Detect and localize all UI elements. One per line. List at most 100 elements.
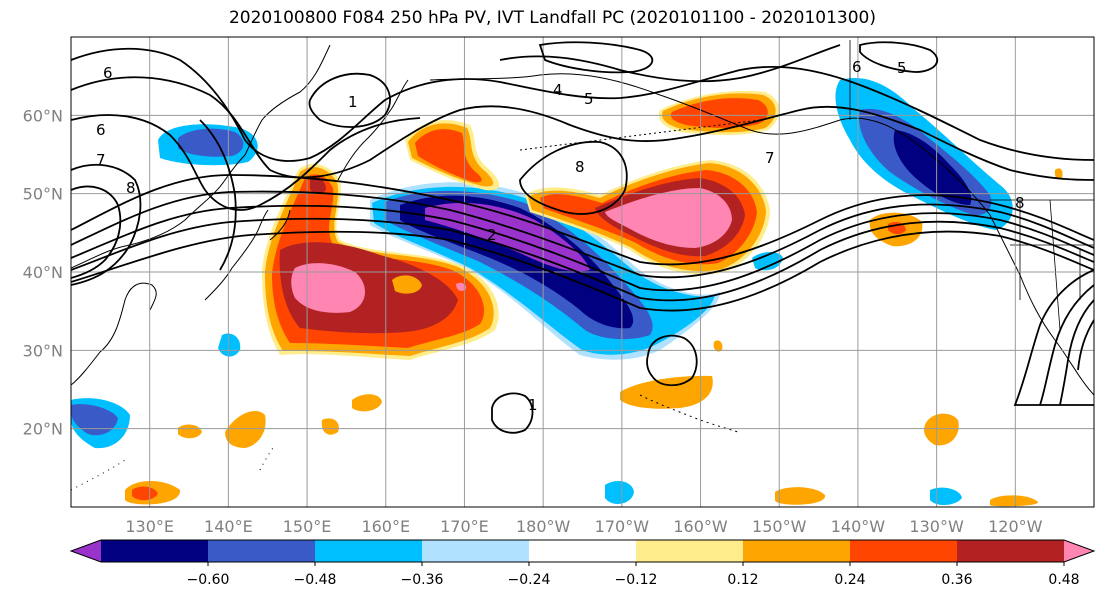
negative-anomaly-west-core [71, 404, 118, 436]
positive-anomaly-west-pacific-orange-inner [392, 275, 422, 294]
ivt-shading [71, 78, 1063, 507]
pv-contour-north-3 [71, 114, 421, 211]
positive-anomaly-165e-red [415, 129, 482, 183]
pv-contour-coast-3 [1059, 299, 1094, 406]
colorbar-tick-label: −0.12 [615, 572, 658, 588]
contour-label: 8 [575, 158, 585, 176]
hawaii-islands [639, 394, 739, 433]
negative-anomaly-small-3 [605, 480, 634, 504]
lon-tick-label: 150°E [283, 517, 332, 536]
positive-anomaly-west-pacific-pink-dot [456, 282, 467, 292]
pv-contour-west-1 [71, 163, 142, 286]
contour-label: 6 [852, 58, 862, 76]
positive-anomaly-small-11 [1054, 168, 1063, 180]
positive-anomaly-small-6 [178, 424, 202, 439]
lat-tick-label: 60°N [23, 106, 63, 125]
colorbar-segment [850, 540, 958, 562]
colorbar-segment [208, 540, 316, 562]
pv-contour-north-4 [499, 44, 841, 83]
contour-label: 1 [528, 396, 538, 414]
colorbar-tick-label: −0.48 [294, 572, 337, 588]
colorbar-extend-low [71, 540, 101, 562]
positive-anomaly-small-10 [990, 495, 1039, 507]
pv-contour-north-5 [308, 72, 391, 128]
contour-label: 7 [765, 149, 775, 167]
colorbar-segment [957, 540, 1065, 562]
lat-tick-label: 30°N [23, 341, 63, 360]
negative-anomaly-small-2 [752, 252, 783, 271]
contour-label: 5 [584, 90, 594, 108]
pv-contour-closed-2 [491, 392, 534, 434]
colorbar-tick-label: 0.48 [1048, 572, 1079, 588]
contour-label: 6 [96, 121, 106, 139]
positive-anomaly-small-4 [321, 418, 339, 435]
pv-contour-arctic-2 [859, 41, 939, 73]
colorbar-extend-high [1064, 540, 1094, 562]
lon-tick-label: 140°W [831, 517, 886, 536]
pv-contour-west-2 [71, 185, 122, 279]
contour-label: 8 [126, 179, 136, 197]
west-pacific-islands [71, 444, 276, 491]
colorbar-segment [636, 540, 744, 562]
pv-contour-jet-5 [71, 230, 1094, 312]
lon-tick-label: 170°W [595, 517, 650, 536]
lon-tick-label: 120°W [988, 517, 1043, 536]
latitude-tick-labels: 20°N 30°N 40°N 50°N 60°N [23, 106, 63, 438]
colorbar-segment [743, 540, 851, 562]
positive-anomaly-small-12 [713, 340, 723, 352]
lon-tick-label: 140°E [204, 517, 253, 536]
colorbar-tick-label: −0.60 [187, 572, 230, 588]
negative-anomaly-small-4 [930, 487, 962, 506]
contour-label: 1 [348, 93, 358, 111]
negative-anomaly-gulf-alaska-core [893, 130, 972, 205]
pv-contour-coast-2 [1039, 284, 1094, 406]
pv-contour-closed-1 [646, 334, 698, 387]
positive-anomaly-kamchatka-red [310, 176, 326, 194]
lon-tick-label: 130°W [909, 517, 964, 536]
positive-anomaly-small-2 [620, 375, 713, 409]
pv-contour-north-2 [71, 47, 1094, 162]
contour-label: 5 [897, 59, 907, 77]
positive-anomaly-west-pacific-core [291, 263, 366, 313]
state-lines [1010, 199, 1094, 331]
pv-contours [71, 41, 1094, 434]
colorbar-segment [422, 540, 530, 562]
pv-contour-coast-4 [1077, 319, 1094, 371]
lon-tick-label: 150°W [752, 517, 807, 536]
colorbar-tick-label: −0.24 [508, 572, 551, 588]
longitude-tick-labels: 130°E 140°E 150°E 160°E 170°E 180°W 170°W 160°W… [125, 517, 1042, 536]
colorbar-segment [529, 540, 637, 562]
aleutian-chain [519, 119, 761, 151]
lon-tick-label: 160°W [673, 517, 728, 536]
contour-label: 6 [103, 64, 113, 82]
colorbar-tick-label: −0.36 [401, 572, 444, 588]
positive-anomaly-small-3 [225, 411, 266, 448]
negative-anomaly-small-1 [218, 333, 241, 357]
colorbar-tick-label: 0.12 [727, 572, 758, 588]
colorbar-segment [101, 540, 209, 562]
positive-anomaly-small-5 [352, 394, 382, 412]
pv-contour-jet-2 [71, 190, 1094, 279]
lat-tick-label: 40°N [23, 263, 63, 282]
lon-tick-label: 170°E [440, 517, 489, 536]
colorbar-tick-label: 0.36 [941, 572, 972, 588]
contour-label: 2 [487, 226, 497, 244]
lon-tick-label: 130°E [125, 517, 174, 536]
contour-label: 7 [96, 151, 106, 169]
positive-anomaly-small-7 [924, 413, 959, 446]
lon-tick-label: 160°E [361, 517, 410, 536]
pv-contour-north-1 [71, 76, 1094, 181]
positive-anomaly-small-8-core [132, 486, 158, 501]
contour-label: 8 [1015, 194, 1025, 212]
pv-contour-labels: 6 6 7 8 1 4 5 8 7 6 5 8 2 1 [96, 58, 1025, 414]
colorbar-segment [315, 540, 423, 562]
contour-label: 4 [553, 81, 563, 99]
lat-tick-label: 20°N [23, 420, 63, 439]
lat-tick-label: 50°N [23, 185, 63, 204]
pv-contour-west-3 [199, 119, 237, 271]
lon-tick-label: 180°W [516, 517, 571, 536]
pv-contour-ridge-1 [519, 141, 628, 215]
pv-contour-arctic-1 [538, 41, 654, 74]
japan-islands [204, 209, 291, 301]
